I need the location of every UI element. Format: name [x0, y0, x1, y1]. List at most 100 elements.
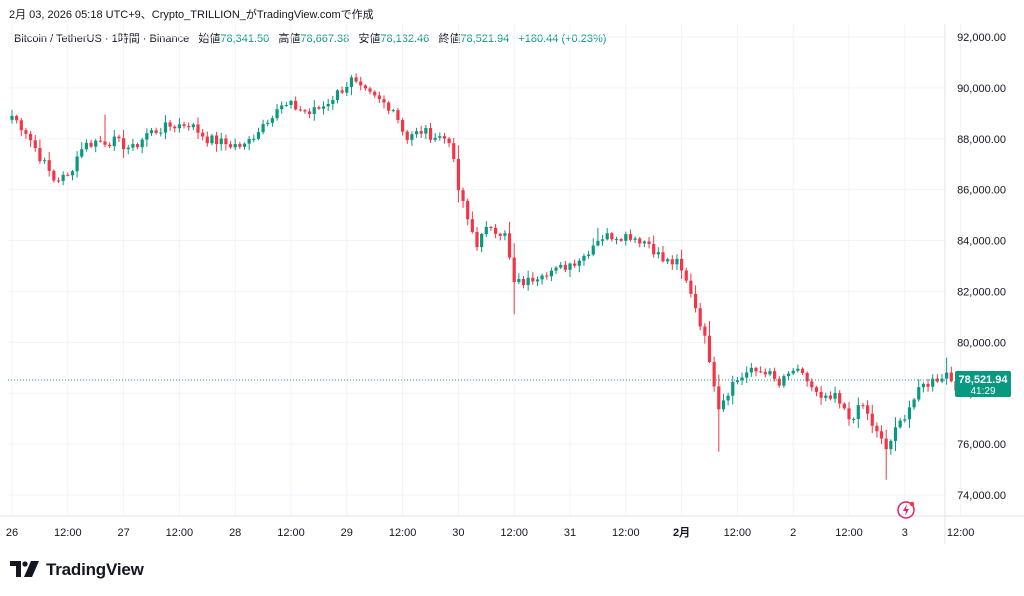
candle-body — [145, 133, 149, 140]
candle-body — [921, 383, 925, 388]
candle-body — [280, 105, 284, 110]
candle-body — [824, 395, 828, 398]
candle-body — [163, 122, 168, 133]
candle-body — [517, 279, 521, 283]
candle-body — [610, 233, 614, 240]
x-tick-label: 2 — [790, 527, 796, 539]
candle-body — [717, 386, 721, 410]
open-label: 始値 — [198, 33, 221, 45]
candle-body — [33, 140, 37, 149]
candle-body — [875, 425, 879, 432]
candle-body — [587, 254, 591, 256]
candle-body — [252, 138, 256, 140]
candle-body — [624, 234, 628, 241]
x-tick-label: 12:00 — [947, 527, 975, 539]
candle-body — [140, 139, 144, 148]
high-value: 78,667.38 — [300, 33, 350, 45]
candle-body — [805, 372, 809, 382]
candle-body — [568, 263, 572, 270]
candle-body — [312, 107, 316, 114]
low-label: 安値 — [358, 33, 381, 45]
candle-body — [256, 132, 261, 139]
candle-body — [810, 381, 814, 388]
candle-body — [628, 234, 633, 240]
candle-body — [61, 174, 65, 181]
candle-body — [122, 138, 126, 150]
candle-body — [196, 124, 200, 133]
candle-body — [401, 119, 405, 132]
candle-body — [261, 124, 265, 133]
x-tick-label: 12:00 — [835, 527, 863, 539]
last-price-tag — [955, 370, 1011, 397]
x-tick-label: 26 — [6, 527, 18, 539]
low-value: 78,132.46 — [380, 33, 430, 45]
x-tick-label: 27 — [117, 527, 129, 539]
candle-body — [215, 135, 219, 145]
candle-body — [512, 257, 516, 283]
candle-body — [745, 372, 749, 378]
candle-body — [103, 141, 107, 145]
candle-body — [354, 77, 358, 82]
candle-body — [782, 376, 786, 386]
candle-body — [786, 373, 791, 377]
notification-dot-icon — [909, 501, 915, 507]
candle-body — [498, 233, 502, 236]
candlestick-chart[interactable]: 92,000.00 90,000.00 88,000.00 86,000.00 84,0… — [0, 24, 1024, 544]
candle-body — [173, 126, 177, 129]
candle-body — [828, 395, 832, 399]
candle-body — [298, 109, 302, 111]
x-tick-label: 31 — [564, 527, 576, 539]
candle-body — [833, 393, 837, 399]
candle-body — [224, 138, 228, 145]
x-tick-label: 28 — [229, 527, 241, 539]
candle-body — [135, 144, 140, 148]
candle-body — [410, 134, 414, 140]
candle-body — [535, 279, 540, 282]
candle-body — [670, 259, 674, 265]
candle-body — [326, 103, 330, 107]
candle-body — [19, 120, 23, 131]
close-label: 終値 — [438, 33, 461, 45]
candle-body — [470, 219, 474, 232]
candle-body — [84, 142, 88, 150]
candle-body — [931, 378, 935, 387]
candle-body — [154, 130, 158, 133]
x-tick-label: 3 — [902, 527, 908, 539]
candle-body — [108, 144, 112, 147]
candle-body — [926, 383, 930, 387]
candle-body — [480, 234, 484, 248]
x-tick-label: 12:00 — [277, 527, 305, 539]
candle-body — [540, 275, 544, 280]
candle-body — [373, 91, 377, 96]
candle-body — [359, 81, 363, 86]
candle-body — [29, 133, 33, 141]
candle-body — [605, 233, 609, 240]
candle-body — [191, 124, 195, 128]
y-tick-label: 92,000.00 — [957, 32, 1006, 44]
candle-body — [349, 77, 354, 87]
candle-body — [428, 127, 433, 140]
candle-body — [703, 326, 707, 336]
candle-body — [24, 130, 28, 134]
candle-body — [187, 125, 191, 128]
candle-body — [15, 115, 19, 121]
y-tick-label: 82,000.00 — [957, 286, 1006, 298]
candle-body — [521, 279, 526, 286]
candle-body — [80, 149, 84, 157]
candle-body — [38, 148, 42, 162]
candle-body — [461, 190, 465, 201]
candle-body — [661, 252, 665, 262]
x-tick-label: 12:00 — [612, 527, 640, 539]
candle-body — [377, 95, 381, 100]
candle-body — [666, 259, 670, 262]
candle-body — [368, 88, 372, 92]
candle-body — [182, 124, 186, 126]
y-tick-label: 76,000.00 — [957, 439, 1006, 451]
candle-body — [238, 144, 242, 147]
candle-body — [898, 420, 902, 428]
candle-body — [233, 144, 237, 148]
candle-body — [856, 405, 860, 419]
candle-body — [773, 371, 777, 379]
candle-body — [600, 239, 605, 241]
candle-body — [131, 144, 135, 148]
